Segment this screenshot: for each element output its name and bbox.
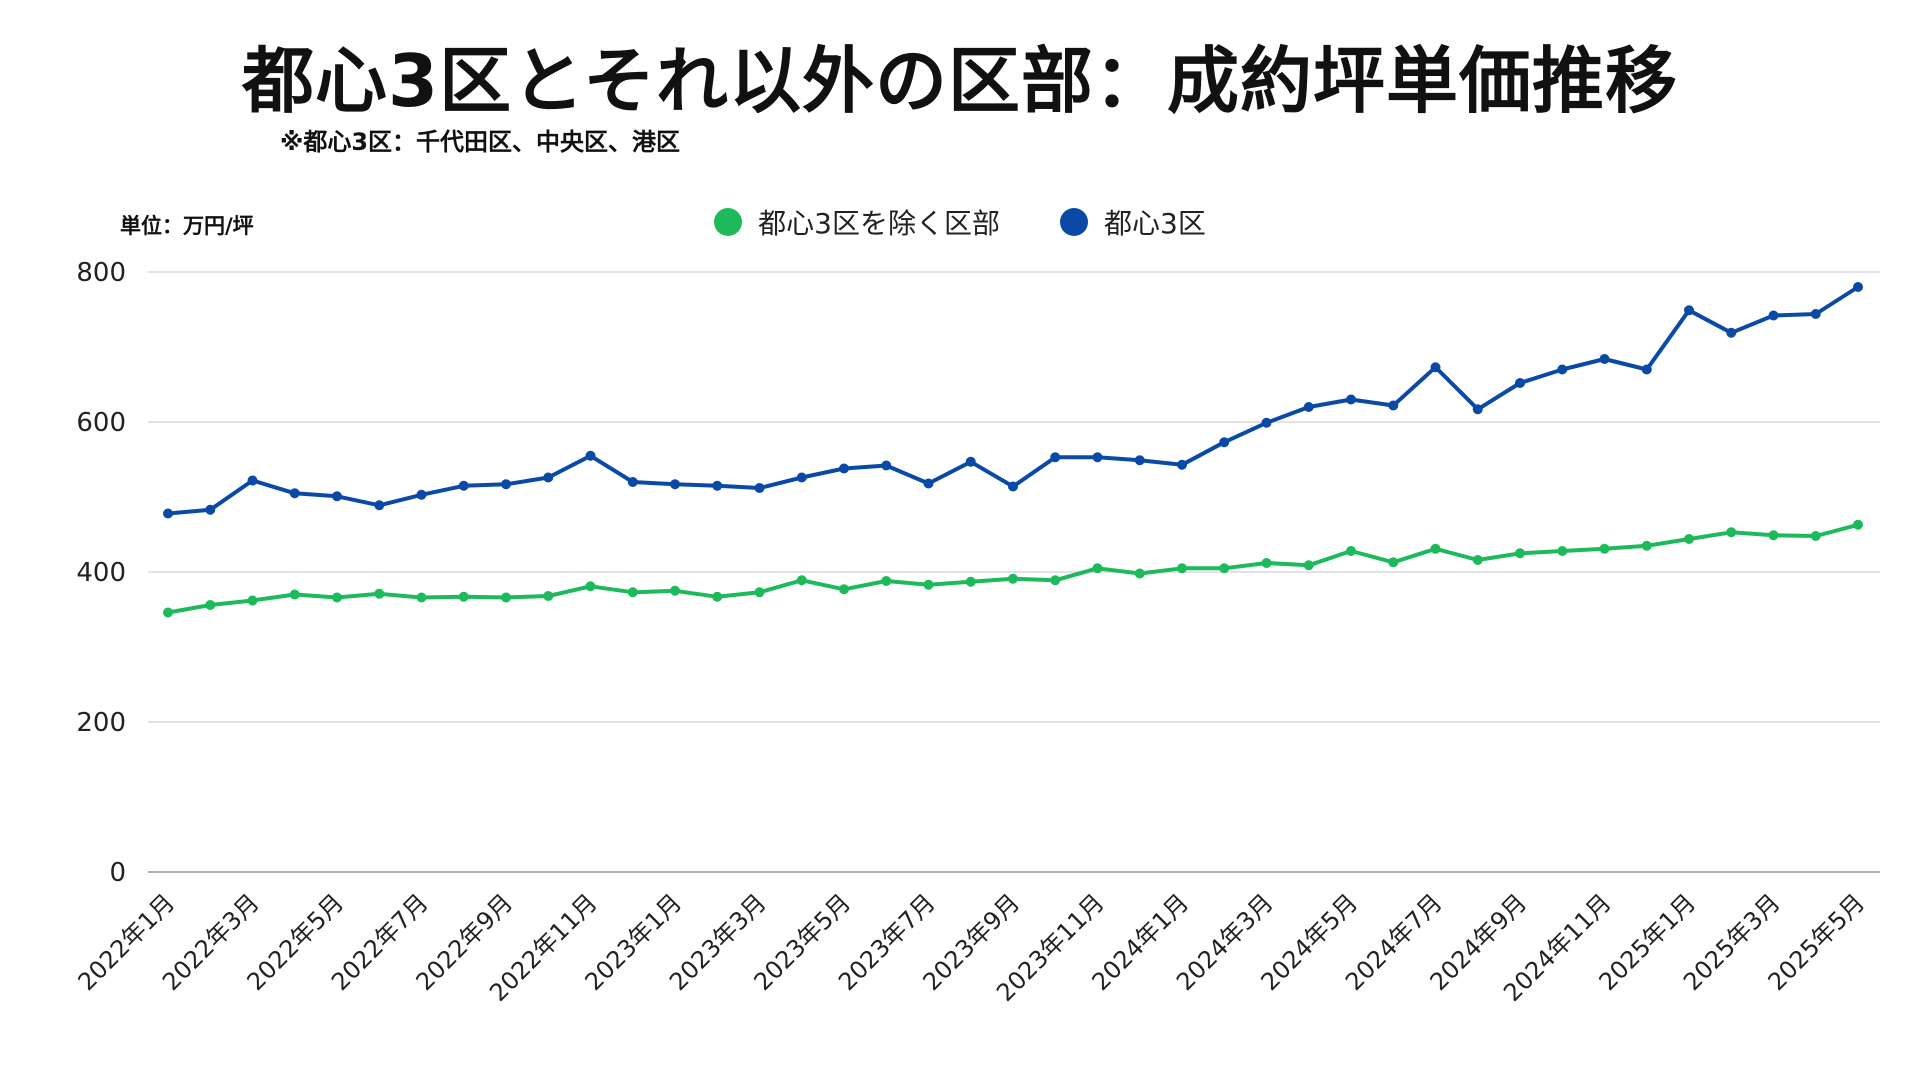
data-point-0-5 — [374, 588, 385, 599]
data-point-1-26 — [1261, 417, 1272, 428]
data-point-1-38 — [1768, 310, 1779, 321]
data-point-1-5 — [374, 500, 385, 511]
data-point-0-15 — [796, 575, 807, 586]
data-point-1-30 — [1430, 362, 1441, 373]
legend-item-central3: 都心3区 — [1060, 202, 1206, 242]
data-point-0-0 — [163, 607, 173, 618]
data-point-0-32 — [1515, 548, 1525, 559]
data-point-1-4 — [332, 491, 342, 502]
data-point-1-6 — [416, 489, 427, 500]
data-point-0-14 — [754, 587, 765, 598]
data-point-0-1 — [205, 600, 216, 610]
data-point-1-31 — [1472, 404, 1483, 415]
data-point-1-8 — [501, 479, 511, 490]
data-point-0-31 — [1472, 555, 1483, 565]
data-point-0-38 — [1768, 530, 1779, 541]
data-point-1-20 — [1008, 481, 1018, 492]
legend-label-central3: 都心3区 — [1104, 207, 1206, 240]
data-point-0-21 — [1050, 575, 1061, 586]
data-point-1-15 — [796, 472, 807, 483]
data-point-0-12 — [670, 585, 680, 596]
chart-title: 都心3区とそれ以外の区部：成約坪単価推移 — [242, 39, 1678, 123]
data-point-1-16 — [839, 463, 849, 474]
data-point-1-11 — [627, 477, 638, 487]
data-point-0-29 — [1388, 557, 1399, 568]
data-point-0-16 — [839, 584, 849, 595]
data-point-0-20 — [1008, 573, 1018, 584]
data-point-0-33 — [1557, 546, 1568, 556]
data-point-1-23 — [1134, 455, 1145, 466]
data-point-0-28 — [1346, 546, 1356, 556]
data-point-1-14 — [754, 483, 765, 493]
series-line-1 — [166, 285, 1860, 516]
data-point-1-19 — [965, 456, 976, 467]
data-point-0-17 — [881, 576, 892, 586]
data-point-0-36 — [1684, 534, 1694, 544]
data-point-1-13 — [712, 480, 723, 491]
data-point-1-39 — [1810, 309, 1821, 319]
data-point-0-8 — [501, 592, 511, 603]
data-point-1-29 — [1388, 400, 1399, 411]
data-point-1-27 — [1303, 402, 1314, 412]
y-tick-label-600: 600 — [76, 408, 126, 438]
data-point-1-22 — [1092, 452, 1103, 463]
legend-label-others: 都心3区を除く区部 — [758, 207, 1000, 240]
data-point-0-30 — [1430, 543, 1441, 554]
data-point-0-27 — [1303, 560, 1314, 571]
data-point-0-10 — [585, 581, 596, 592]
data-point-1-36 — [1684, 305, 1694, 316]
data-point-0-18 — [923, 579, 934, 590]
data-point-0-11 — [627, 587, 638, 598]
data-point-1-25 — [1219, 437, 1230, 448]
data-point-0-19 — [965, 576, 976, 587]
legend: 都心3区を除く区部 都心3区 — [0, 202, 1920, 242]
data-point-1-17 — [881, 460, 892, 471]
y-tick-label-200: 200 — [76, 708, 126, 738]
y-tick-label-0: 0 — [109, 858, 126, 888]
data-point-1-28 — [1346, 394, 1356, 405]
data-point-1-34 — [1599, 354, 1610, 364]
data-point-1-12 — [670, 479, 680, 490]
data-point-1-3 — [289, 488, 300, 499]
unit-label: 単位：万円/坪 — [120, 214, 254, 238]
data-point-1-24 — [1177, 459, 1187, 470]
data-point-0-6 — [416, 592, 427, 603]
data-point-0-3 — [289, 589, 300, 600]
data-point-0-26 — [1261, 558, 1272, 568]
data-point-0-2 — [247, 595, 258, 606]
data-point-1-10 — [585, 450, 596, 461]
data-point-1-21 — [1050, 452, 1061, 463]
legend-item-others: 都心3区を除く区部 — [714, 202, 1000, 242]
chart-subtitle: ※都心3区：千代田区、中央区、港区 — [280, 128, 681, 156]
data-point-0-35 — [1641, 540, 1652, 551]
data-point-0-40 — [1853, 519, 1863, 530]
data-point-1-35 — [1641, 364, 1652, 375]
data-point-1-32 — [1515, 378, 1525, 388]
data-point-0-37 — [1726, 527, 1737, 538]
y-tick-label-400: 400 — [76, 558, 126, 588]
data-point-0-9 — [543, 591, 554, 601]
data-point-1-0 — [163, 508, 173, 519]
data-point-0-7 — [458, 591, 469, 602]
data-point-0-4 — [332, 592, 342, 603]
data-point-0-13 — [712, 591, 723, 602]
data-point-1-2 — [247, 475, 258, 486]
data-point-0-23 — [1134, 568, 1145, 579]
legend-marker-central3 — [1060, 208, 1088, 236]
y-tick-label-800: 800 — [76, 258, 126, 288]
data-point-0-34 — [1599, 543, 1610, 554]
data-point-1-7 — [458, 480, 469, 491]
data-point-1-33 — [1557, 364, 1568, 375]
legend-marker-others — [714, 208, 743, 236]
data-point-0-25 — [1219, 563, 1230, 574]
data-point-0-39 — [1810, 531, 1821, 541]
data-point-0-24 — [1177, 563, 1187, 574]
data-point-1-37 — [1726, 327, 1737, 338]
data-point-0-22 — [1092, 563, 1103, 574]
data-point-1-9 — [543, 472, 554, 483]
data-point-1-40 — [1853, 282, 1863, 292]
data-point-1-18 — [923, 478, 934, 489]
data-point-1-1 — [205, 504, 216, 515]
